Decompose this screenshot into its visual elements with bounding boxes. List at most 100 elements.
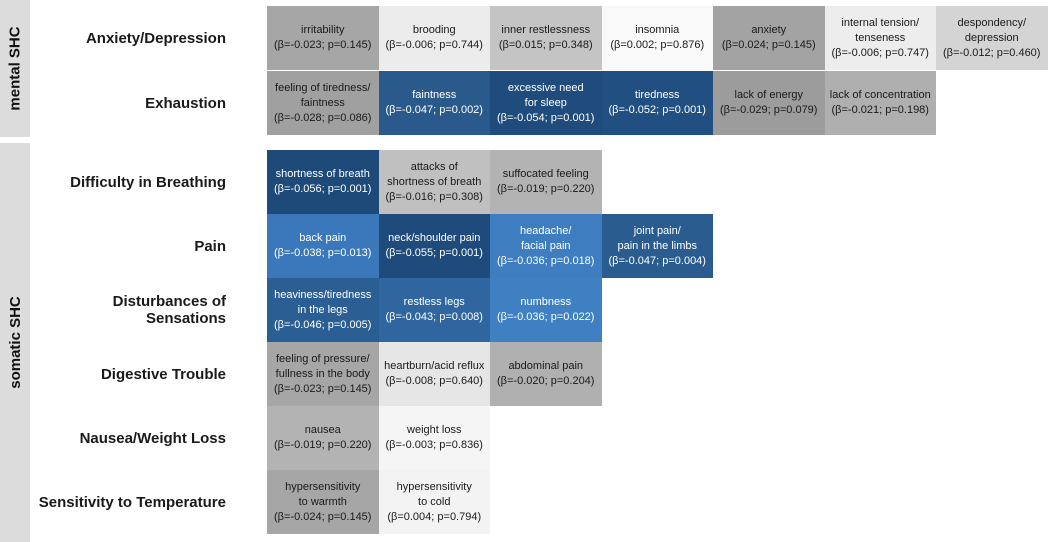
group-band-0: mental SHC	[0, 0, 30, 137]
cell-name: hypersensitivity to warmth	[285, 480, 361, 508]
cell-name: despondency/ depression	[957, 16, 1027, 44]
cell-name: heartburn/acid reflux	[384, 360, 485, 372]
heatmap-cell: hypersensitivity to cold (β=0.004; p=0.79…	[378, 470, 490, 534]
heatmap-cell: excessive need for sleep (β=-0.054; p=0.0…	[490, 71, 602, 135]
cell-name: back pain	[299, 232, 347, 244]
cell-name: anxiety	[751, 24, 787, 36]
row-label: Anxiety/Depression	[85, 29, 226, 47]
cell-name: suffocated feeling	[502, 168, 589, 180]
cell-stat: (β=0.002; p=0.876)	[610, 39, 705, 51]
cell-name: inner restlessness	[501, 24, 591, 36]
heatmap-cell: neck/shoulder pain (β=-0.055; p=0.001)	[378, 214, 490, 278]
heatmap-cell: joint pain/ pain in the limbs (β=-0.047; …	[601, 214, 713, 278]
heatmap-cell: nausea (β=-0.019; p=0.220)	[267, 406, 379, 470]
heatmap-cell: restless legs (β=-0.043; p=0.008)	[378, 278, 490, 342]
row-label: Difficulty in Breathing	[70, 173, 226, 191]
cell-stat: (β=-0.056; p=0.001)	[274, 183, 372, 195]
cell-name: abdominal pain	[508, 360, 584, 372]
cell-name: faintness	[412, 89, 457, 101]
heatmap-cell: heaviness/tiredness in the legs (β=-0.046…	[267, 278, 379, 342]
cell-stat: (β=-0.019; p=0.220)	[497, 183, 595, 195]
cell-stat: (β=-0.054; p=0.001)	[497, 111, 595, 124]
cell-stat: (β=-0.006; p=0.744)	[385, 39, 483, 51]
cell-name: headache/ facial pain	[520, 224, 572, 252]
row-label: Sensitivity to Temperature	[38, 493, 226, 511]
row-label: Pain	[194, 237, 226, 255]
cell-stat: (β=-0.036; p=0.022)	[497, 311, 595, 323]
cell-stat: (β=-0.023; p=0.145)	[274, 39, 372, 51]
heatmap-cell: suffocated feeling (β=-0.019; p=0.220)	[490, 150, 602, 214]
cell-stat: (β=-0.023; p=0.145)	[274, 382, 372, 395]
cell-name: feeling of pressure/ fullness in the bod…	[275, 352, 370, 380]
heatmap-cell: insomnia (β=0.002; p=0.876)	[601, 6, 713, 70]
cell-stat: (β=-0.028; p=0.086)	[274, 111, 372, 124]
cell-stat: (β=0.024; p=0.145)	[721, 39, 816, 51]
cell-stat: (β=-0.024; p=0.145)	[274, 510, 372, 523]
row-label: Disturbances of Sensations	[112, 293, 226, 327]
cell-stat: (β=-0.052; p=0.001)	[608, 104, 706, 116]
group-band-1: somatic SHC	[0, 143, 30, 542]
heatmap-cell: feeling of tiredness/ faintness (β=-0.028…	[267, 71, 379, 135]
heatmap-cell: despondency/ depression (β=-0.012; p=0.46…	[936, 6, 1048, 70]
cell-name: feeling of tiredness/ faintness	[275, 81, 371, 109]
heatmap-cell: abdominal pain (β=-0.020; p=0.204)	[490, 342, 602, 406]
cell-stat: (β=-0.047; p=0.002)	[385, 104, 483, 116]
heatmap-cell: headache/ facial pain (β=-0.036; p=0.018)	[490, 214, 602, 278]
cell-name: weight loss	[407, 424, 462, 436]
heatmap-cell: internal tension/ tenseness (β=-0.006; p=…	[824, 6, 936, 70]
cell-stat: (β=-0.036; p=0.018)	[497, 254, 595, 267]
cell-name: attacks of shortness of breath	[387, 160, 482, 188]
heatmap-cell: heartburn/acid reflux (β=-0.008; p=0.640)	[378, 342, 490, 406]
cell-stat: (β=-0.021; p=0.198)	[831, 104, 929, 116]
group-label: somatic SHC	[0, 143, 30, 542]
cell-stat: (β=-0.016; p=0.308)	[385, 190, 483, 203]
cell-name: insomnia	[635, 24, 680, 36]
heatmap-cell: numbness (β=-0.036; p=0.022)	[490, 278, 602, 342]
cell-name: joint pain/ pain in the limbs	[617, 224, 698, 252]
cell-stat: (β=-0.006; p=0.747)	[831, 46, 929, 59]
heatmap-cell: tiredness (β=-0.052; p=0.001)	[601, 71, 713, 135]
cell-stat: (β=0.015; p=0.348)	[498, 39, 593, 51]
cell-stat: (β=-0.008; p=0.640)	[385, 375, 483, 387]
row-label: Nausea/Weight Loss	[79, 429, 226, 447]
cell-name: lack of energy	[734, 89, 803, 101]
cell-stat: (β=-0.003; p=0.836)	[385, 439, 483, 451]
cell-stat: (β=-0.038; p=0.013)	[274, 247, 372, 259]
cell-name: nausea	[304, 424, 341, 436]
cell-name: tiredness	[634, 89, 680, 101]
group-label-text: somatic SHC	[6, 296, 24, 389]
heatmap-cell: shortness of breath (β=-0.056; p=0.001)	[267, 150, 379, 214]
group-label: mental SHC	[0, 0, 30, 137]
cell-name: shortness of breath	[275, 168, 370, 180]
cell-stat: (β=-0.020; p=0.204)	[497, 375, 595, 387]
cell-stat: (β=0.004; p=0.794)	[387, 510, 482, 523]
heatmap-cell: hypersensitivity to warmth (β=-0.024; p=0…	[267, 470, 379, 534]
cell-name: heaviness/tiredness in the legs	[274, 288, 372, 316]
heatmap-cell: attacks of shortness of breath (β=-0.016;…	[378, 150, 490, 214]
heatmap-cell: lack of energy (β=-0.029; p=0.079)	[713, 71, 825, 135]
heatmap-cell: back pain (β=-0.038; p=0.013)	[267, 214, 379, 278]
heatmap-cell: inner restlessness (β=0.015; p=0.348)	[490, 6, 602, 70]
cell-stat: (β=-0.029; p=0.079)	[720, 104, 818, 116]
cell-name: excessive need for sleep	[507, 81, 584, 109]
cell-stat: (β=-0.019; p=0.220)	[274, 439, 372, 451]
cell-stat: (β=-0.047; p=0.004)	[608, 254, 706, 267]
cell-name: irritability	[301, 24, 345, 36]
row-label: Exhaustion	[145, 94, 226, 112]
heatmap-cell: lack of concentration (β=-0.021; p=0.198)	[824, 71, 936, 135]
heatmap-cell: feeling of pressure/ fullness in the bod…	[267, 342, 379, 406]
heatmap-cell: anxiety (β=0.024; p=0.145)	[713, 6, 825, 70]
heatmap-cell: weight loss (β=-0.003; p=0.836)	[378, 406, 490, 470]
cell-name: brooding	[412, 24, 456, 36]
cell-name: neck/shoulder pain	[388, 232, 481, 244]
cell-stat: (β=-0.012; p=0.460)	[943, 46, 1041, 59]
cell-stat: (β=-0.043; p=0.008)	[385, 311, 483, 323]
heatmap-cell: irritability (β=-0.023; p=0.145)	[267, 6, 379, 70]
cell-name: lack of concentration	[829, 89, 931, 101]
group-label-text: mental SHC	[6, 26, 24, 111]
heatmap-cell: faintness (β=-0.047; p=0.002)	[378, 71, 490, 135]
cell-name: hypersensitivity to cold	[396, 480, 472, 508]
cell-name: numbness	[520, 296, 572, 308]
cell-stat: (β=-0.055; p=0.001)	[385, 247, 483, 259]
cell-stat: (β=-0.046; p=0.005)	[274, 318, 372, 331]
